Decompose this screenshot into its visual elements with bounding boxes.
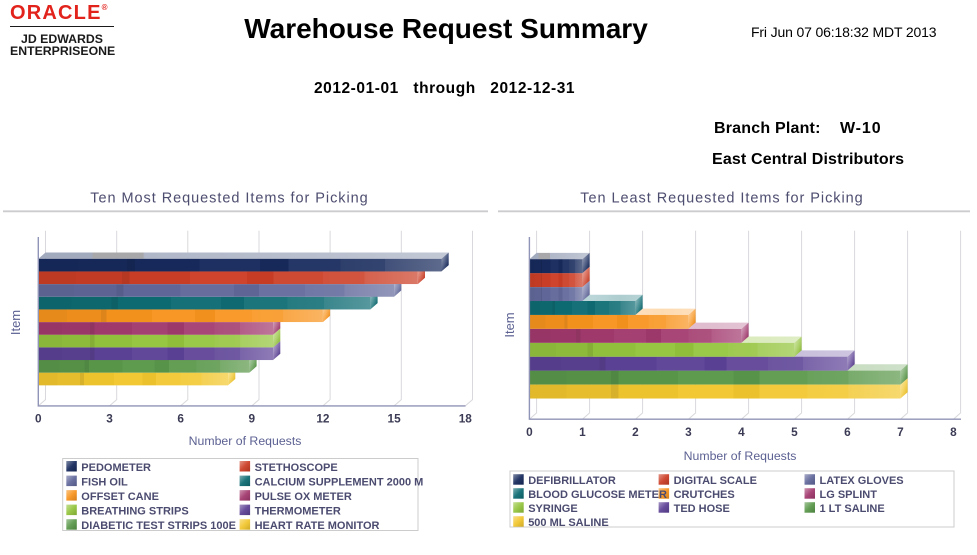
svg-text:4: 4 — [738, 425, 745, 439]
svg-text:3: 3 — [685, 425, 692, 439]
svg-text:Number of Requests: Number of Requests — [684, 449, 797, 463]
svg-text:7: 7 — [897, 425, 904, 439]
svg-text:8: 8 — [950, 425, 957, 439]
svg-text:15: 15 — [388, 412, 402, 426]
svg-text:DIABETIC TEST STRIPS 100E: DIABETIC TEST STRIPS 100E — [81, 520, 236, 532]
svg-text:TED HOSE: TED HOSE — [674, 503, 730, 515]
svg-text:STETHOSCOPE: STETHOSCOPE — [255, 462, 338, 474]
svg-text:Ten Most Requested Items for P: Ten Most Requested Items for Picking — [90, 190, 368, 206]
svg-text:Item: Item — [502, 312, 517, 337]
svg-text:6: 6 — [177, 412, 184, 426]
svg-text:Number of Requests: Number of Requests — [189, 434, 302, 448]
svg-text:Ten Least Requested Items for: Ten Least Requested Items for Picking — [580, 190, 863, 206]
svg-text:LATEX GLOVES: LATEX GLOVES — [820, 475, 904, 487]
svg-text:LG SPLINT: LG SPLINT — [820, 489, 878, 501]
svg-text:0: 0 — [526, 425, 533, 439]
svg-text:6: 6 — [844, 425, 851, 439]
svg-text:PULSE OX METER: PULSE OX METER — [255, 491, 352, 503]
svg-text:3: 3 — [106, 412, 113, 426]
svg-text:9: 9 — [249, 412, 256, 426]
svg-text:SYRINGE: SYRINGE — [528, 503, 578, 515]
svg-text:500 ML SALINE: 500 ML SALINE — [528, 517, 609, 529]
svg-text:BLOOD GLUCOSE METER: BLOOD GLUCOSE METER — [528, 489, 667, 501]
svg-text:12: 12 — [316, 412, 330, 426]
svg-text:18: 18 — [459, 412, 473, 426]
svg-text:Item: Item — [8, 310, 23, 335]
svg-text:CRUTCHES: CRUTCHES — [674, 489, 735, 501]
svg-text:PEDOMETER: PEDOMETER — [81, 462, 151, 474]
svg-text:OFFSET CANE: OFFSET CANE — [81, 491, 159, 503]
svg-text:FISH OIL: FISH OIL — [81, 477, 128, 489]
svg-text:THERMOMETER: THERMOMETER — [255, 506, 341, 518]
svg-text:HEART RATE MONITOR: HEART RATE MONITOR — [255, 520, 380, 532]
svg-text:DIGITAL SCALE: DIGITAL SCALE — [674, 475, 757, 487]
svg-text:1 LT SALINE: 1 LT SALINE — [820, 503, 885, 515]
svg-text:DEFIBRILLATOR: DEFIBRILLATOR — [528, 475, 616, 487]
svg-text:5: 5 — [791, 425, 798, 439]
svg-text:2: 2 — [632, 425, 639, 439]
svg-text:BREATHING STRIPS: BREATHING STRIPS — [81, 506, 188, 518]
svg-text:0: 0 — [35, 412, 42, 426]
svg-text:CALCIUM SUPPLEMENT 2000 M: CALCIUM SUPPLEMENT 2000 M — [255, 477, 424, 489]
svg-text:1: 1 — [579, 425, 586, 439]
